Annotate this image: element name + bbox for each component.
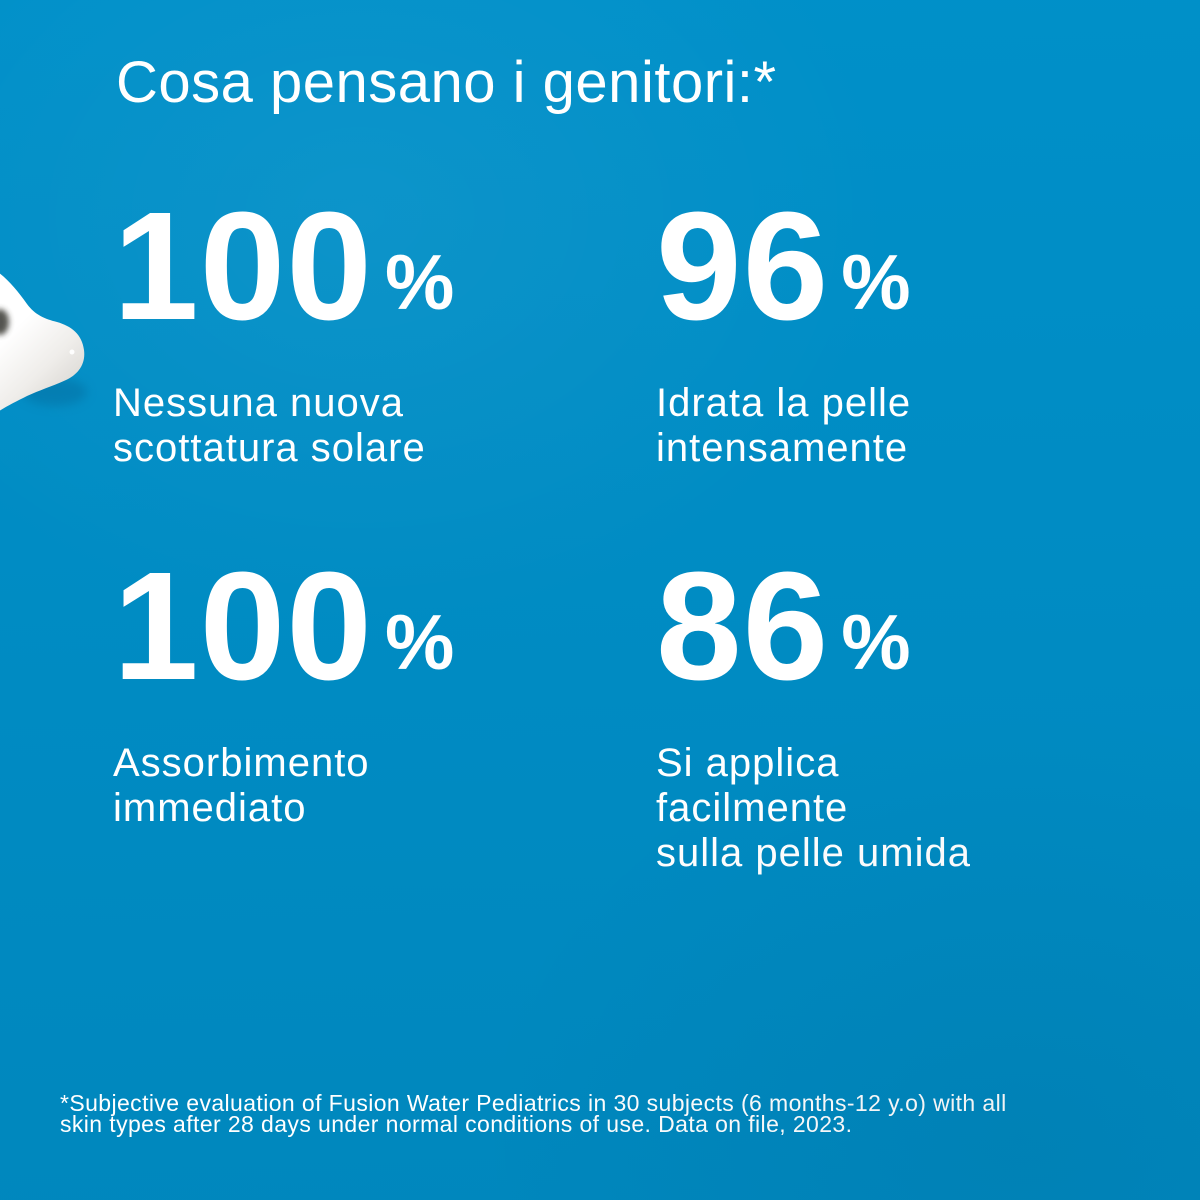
stat-label: Nessuna nuova scottatura solare [113, 381, 454, 471]
stat-label: Si applica facilmente sulla pelle umida [656, 741, 971, 876]
stat-card-immediate-absorption: 100 % Assorbimento immediato [113, 540, 454, 831]
stat-label-line: Assorbimento [113, 741, 370, 785]
stat-label-line: scottatura solare [113, 426, 426, 470]
percent-sign: % [384, 238, 455, 326]
cream-blob-shape [0, 273, 85, 411]
stat-value: 100 [113, 180, 373, 352]
stat-label-line: Si applica [656, 741, 840, 785]
stat-label-line: sulla pelle umida [656, 831, 971, 875]
stat-value-row: 86 % [656, 540, 971, 712]
stat-label-line: immediato [113, 786, 307, 830]
percent-sign: % [841, 598, 911, 686]
stat-card-no-new-sunburn: 100 % Nessuna nuova scottatura solare [113, 180, 454, 471]
stat-value: 86 [656, 540, 830, 712]
stat-value-row: 100 % [113, 540, 454, 712]
stat-label-line: facilmente [656, 786, 849, 830]
stat-label: Assorbimento immediato [113, 741, 454, 831]
footnote-line: *Subjective evaluation of Fusion Water P… [60, 1090, 1007, 1116]
stat-label-line: Idrata la pelle [656, 381, 912, 425]
stat-label: Idrata la pelle intensamente [656, 381, 911, 471]
stat-label-line: intensamente [656, 426, 909, 470]
stat-card-applies-easily: 86 % Si applica facilmente sulla pelle u… [656, 540, 971, 876]
stat-label-line: Nessuna nuova [113, 381, 404, 425]
cream-crevice-shadow [0, 309, 9, 335]
stat-value-row: 100 % [113, 180, 454, 352]
page-title: Cosa pensano i genitori:* [116, 50, 777, 115]
percent-sign: % [841, 238, 911, 326]
stat-value: 100 [113, 540, 373, 712]
stat-value: 96 [656, 180, 830, 352]
percent-sign: % [384, 598, 455, 686]
footnote-line: skin types after 28 days under normal co… [60, 1111, 853, 1137]
stat-card-hydrates-skin: 96 % Idrata la pelle intensamente [656, 180, 911, 471]
cream-smear-image [0, 273, 87, 411]
cream-highlight-dot [69, 349, 75, 355]
footnote: *Subjective evaluation of Fusion Water P… [60, 1090, 1007, 1137]
stat-value-row: 96 % [656, 180, 911, 352]
